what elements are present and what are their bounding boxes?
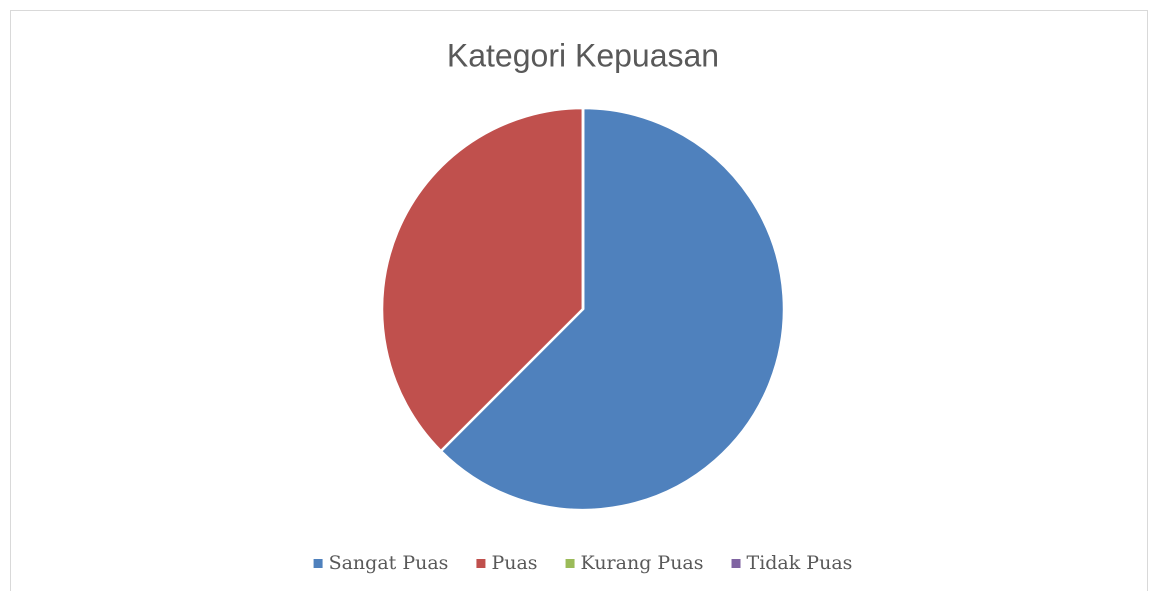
legend-label: Tidak Puas bbox=[747, 552, 853, 574]
legend-swatch bbox=[565, 559, 575, 568]
legend-label: Sangat Puas bbox=[329, 552, 449, 574]
legend-swatch bbox=[731, 559, 741, 568]
legend-swatch bbox=[476, 559, 486, 568]
legend-label: Kurang Puas bbox=[581, 552, 704, 574]
pie-slice bbox=[439, 106, 786, 512]
chart-title: Kategori Kepuasan bbox=[447, 37, 719, 73]
legend-swatch bbox=[313, 559, 323, 568]
legend-label: Puas bbox=[491, 552, 537, 574]
pie-slice bbox=[380, 106, 585, 453]
